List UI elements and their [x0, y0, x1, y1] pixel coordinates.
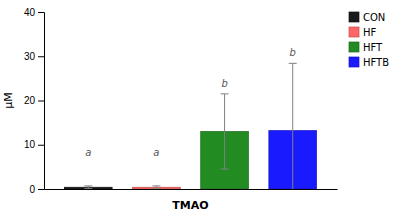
- y-tick: 30: [24, 51, 44, 62]
- marks: [64, 63, 316, 189]
- legend-label: CON: [363, 12, 385, 23]
- x-axis: [45, 189, 338, 190]
- legend-label: HFTB: [363, 57, 389, 68]
- annotation: a: [85, 147, 91, 158]
- legend: CON HF HFT HFTB: [349, 12, 389, 68]
- legend-item: CON: [349, 12, 385, 23]
- annotation: b: [221, 78, 227, 89]
- y-tick-mark: [38, 12, 44, 13]
- legend-label: HFT: [363, 42, 383, 53]
- y-tick: 40: [24, 7, 44, 18]
- error-bar: [152, 186, 160, 189]
- y-tick-label: 40: [24, 7, 36, 18]
- y-tick: 0: [29, 184, 44, 195]
- y-axis-title: μM: [2, 92, 15, 109]
- error-bar: [221, 94, 229, 169]
- error-bar: [84, 186, 92, 189]
- annotation: b: [290, 47, 296, 58]
- legend-swatch: [349, 42, 359, 52]
- x-axis-line: [45, 189, 338, 190]
- y-tick-label: 20: [24, 95, 36, 106]
- y-tick-mark: [38, 56, 44, 57]
- x-axis-title: TMAO: [172, 199, 208, 212]
- legend-swatch: [349, 12, 359, 22]
- y-tick-mark: [38, 189, 44, 190]
- legend-item: HFT: [349, 42, 383, 53]
- plot: 0 10 20 30 40 a a b b TMAO μM CON HF HFT HFTB: [2, 7, 389, 212]
- error-bar: [289, 63, 297, 189]
- annotation: a: [153, 147, 159, 158]
- y-axis-line: [38, 13, 45, 190]
- y-tick: 10: [24, 139, 44, 150]
- legend-swatch: [349, 27, 359, 37]
- legend-item: HFTB: [349, 57, 389, 68]
- chart: 0 10 20 30 40 a a b b TMAO μM CON HF HFT HFTB: [0, 0, 409, 219]
- legend-swatch: [349, 57, 359, 67]
- y-axis: 0 10 20 30 40: [24, 7, 45, 195]
- y-tick-label: 10: [24, 139, 36, 150]
- y-tick-label: 30: [24, 51, 36, 62]
- y-tick: 20: [24, 95, 44, 106]
- legend-label: HF: [363, 27, 377, 38]
- y-tick-label: 0: [29, 184, 35, 195]
- legend-item: HF: [349, 27, 377, 38]
- y-tick-mark: [38, 101, 44, 102]
- y-tick-mark: [38, 145, 44, 146]
